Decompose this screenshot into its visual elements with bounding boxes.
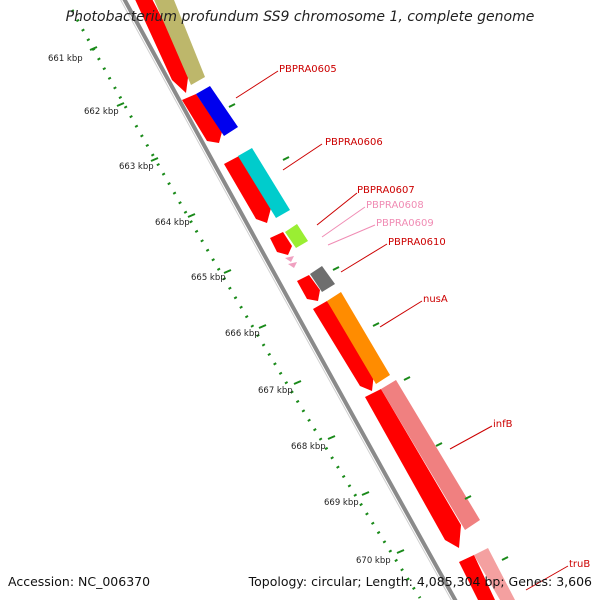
scale-label: 669 kbp xyxy=(324,498,359,508)
scale-label: 664 kbp xyxy=(155,218,190,228)
gene-label[interactable]: PBPRA0605 xyxy=(279,64,337,75)
reverse-strand xyxy=(135,0,495,600)
scale-label: 666 kbp xyxy=(225,329,260,339)
gene-feature xyxy=(154,0,205,85)
gene-feature xyxy=(224,156,271,223)
label-lines xyxy=(235,70,569,591)
gene-label[interactable]: PBPRA0607 xyxy=(357,185,415,196)
gene-label[interactable]: infB xyxy=(493,419,513,430)
backbone-inner xyxy=(120,0,452,600)
gene-feature xyxy=(135,0,189,93)
scale-label: 661 kbp xyxy=(48,54,83,64)
accession-text: Accession: NC_006370 xyxy=(8,574,151,589)
gene-label[interactable]: PBPRA0608 xyxy=(366,200,424,211)
scale-label: 665 kbp xyxy=(191,273,226,283)
gene-feature xyxy=(474,548,515,600)
gene-feature xyxy=(310,266,335,292)
gene-feature xyxy=(327,292,390,384)
gene-label[interactable]: PBPRA0606 xyxy=(325,137,383,148)
scale-label: 667 kbp xyxy=(258,386,293,396)
gene-label[interactable]: truB xyxy=(569,559,590,570)
forward-strand xyxy=(154,0,515,600)
backbone xyxy=(122,0,458,600)
gene-feature xyxy=(285,224,308,248)
topology-text: Topology: circular; Length: 4,085,304 bp… xyxy=(248,574,592,589)
gene-feature xyxy=(270,232,292,255)
gene-feature xyxy=(238,148,290,218)
gene-feature xyxy=(288,262,297,268)
scale-label: 670 kbp xyxy=(356,556,391,566)
scale-ticks xyxy=(89,46,405,554)
scale-arc xyxy=(70,9,422,599)
scale-label: 668 kbp xyxy=(291,442,326,452)
gene-feature xyxy=(196,86,238,136)
scale-label: 663 kbp xyxy=(119,162,154,172)
gene-feature xyxy=(297,275,320,301)
scale-label: 662 kbp xyxy=(84,107,119,117)
gene-feature xyxy=(313,301,374,391)
gene-feature xyxy=(182,94,222,143)
gene-label[interactable]: PBPRA0610 xyxy=(388,237,446,248)
gene-feature xyxy=(381,380,480,530)
gene-feature xyxy=(365,389,461,548)
gene-feature xyxy=(459,555,495,600)
outer-ticks xyxy=(228,103,509,561)
gene-feature xyxy=(285,256,294,262)
map-title: Photobacterium profundum SS9 chromosome … xyxy=(65,9,535,25)
gene-label[interactable]: PBPRA0609 xyxy=(376,218,434,229)
gene-label[interactable]: nusA xyxy=(423,294,448,305)
